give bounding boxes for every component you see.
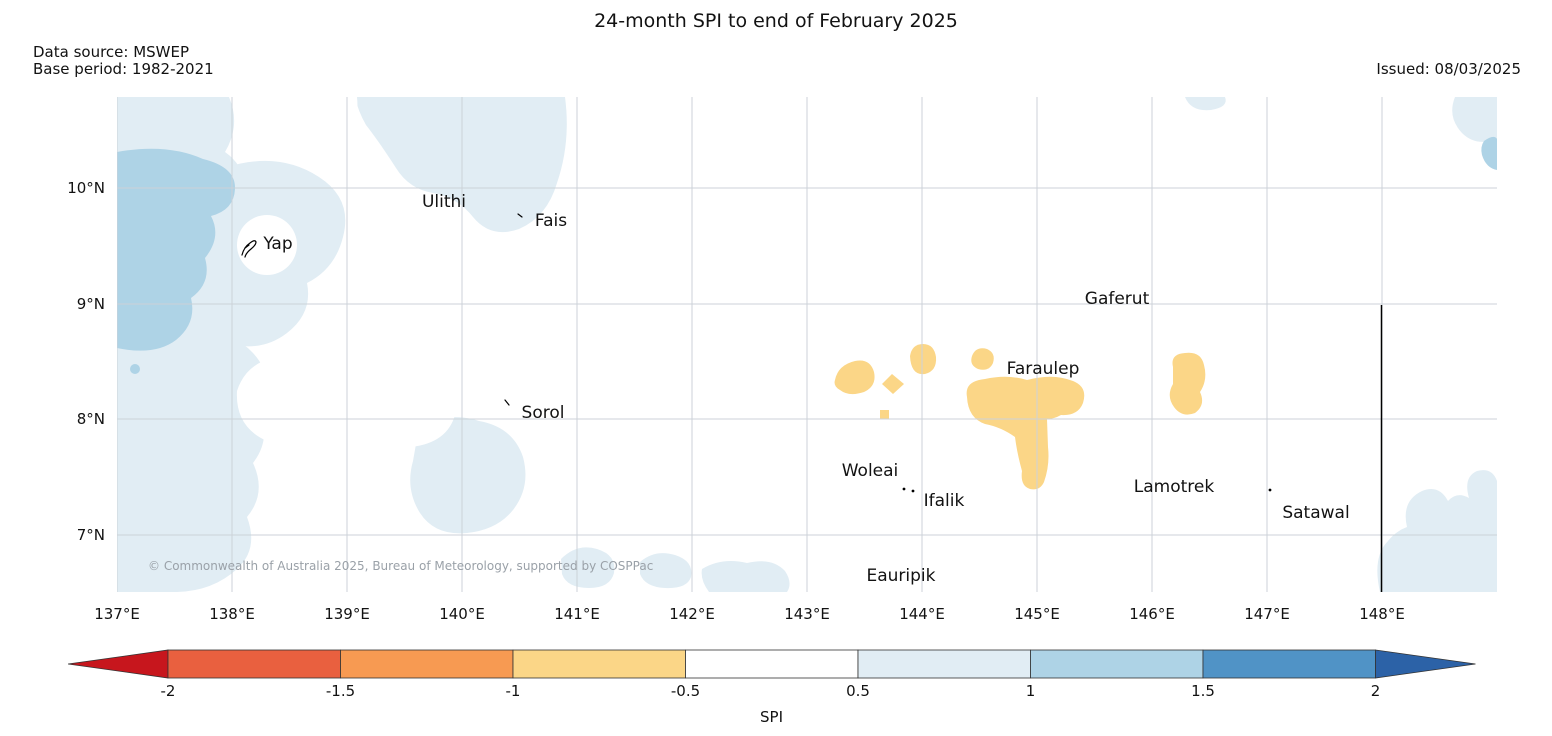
island-label-ifalik: Ifalik [923,491,965,511]
ifalik-island-mark [911,489,915,493]
spi-wet-patch [701,561,790,592]
x-axis-tick-label: 147°E [1244,605,1290,623]
island-label-sorol: Sorol [521,403,565,423]
y-axis-tick-label: 7°N [76,526,105,544]
satawal-island-mark [1268,488,1272,492]
spi-wet2-patch [1481,136,1497,170]
island-label-woleai: Woleai [841,461,899,481]
spi-wet-patch [561,547,615,588]
colorbar-tick-label: -2 [160,682,176,700]
island-label-fais: Fais [534,211,568,231]
yap-island-mark [244,244,250,249]
island-marks [241,213,523,406]
x-axis-tick-label: 145°E [1014,605,1060,623]
colorbar-segment [857,649,1031,679]
colorbar-tick-label: 1 [1025,682,1036,700]
spi-wet-patch [1185,97,1226,111]
near-normal-patch [232,97,358,152]
x-axis-tick-label: 138°E [209,605,255,623]
colorbar-arrow-high [1375,649,1476,679]
spi-wet2-patch [130,364,140,374]
spi-dry-patch [1169,352,1206,415]
island-label-faraulep: Faraulep [1006,359,1080,379]
page-title: 24-month SPI to end of February 2025 [594,10,958,32]
colorbar-tick-label: -0.5 [670,682,701,700]
spi-wet-patch [1452,97,1497,142]
colorbar-axis-label: SPI [760,708,783,726]
colorbar-tick-label: -1 [505,682,521,700]
x-axis-tick-label: 144°E [899,605,945,623]
spi-wet-patch [1377,470,1497,592]
y-axis-tick-label: 9°N [76,295,105,313]
island-dot-marks [902,487,1272,493]
sorol-island-mark [504,399,510,406]
meta-left: Data source: MSWEP Base period: 1982-202… [33,44,214,78]
spi-wet-patch [640,553,692,589]
map-canvas: Ulithi Fais Yap Gaferut Faraulep Sorol W… [117,97,1497,592]
colorbar-tick-label: 2 [1370,682,1381,700]
ifalik-island-mark [902,487,906,491]
copyright-note: © Commonwealth of Australia 2025, Bureau… [148,559,654,573]
x-axis-tick-label: 142°E [669,605,715,623]
colorbar-segment [685,649,859,679]
issued-label: Issued: 08/03/2025 [1376,60,1521,78]
island-label-lamotrek: Lamotrek [1133,477,1215,497]
colorbar-segment [512,649,686,679]
colorbar-tick-label: 1.5 [1191,682,1215,700]
colorbar-tick-label: -1.5 [325,682,356,700]
base-period-label: Base period: 1982-2021 [33,60,214,78]
spi-dry-patch [834,360,875,395]
spi-dry-patch [966,376,1085,490]
data-source-label: Data source: MSWEP [33,43,190,61]
colorbar-tick-label: 0.5 [846,682,870,700]
spi-dry-patch [971,348,994,370]
y-axis-tick-label: 10°N [67,179,105,197]
spi-dry-patches [834,344,1206,490]
yap-island-mark [241,240,257,258]
spi-colorbar [68,649,1476,679]
x-axis-tick-label: 146°E [1129,605,1175,623]
map-svg [117,97,1497,592]
near-normal-patch [277,487,379,556]
x-axis-tick-label: 137°E [94,605,140,623]
colorbar-segment [340,649,514,679]
spi-wet-patch [410,417,526,534]
colorbar-segment [1202,649,1376,679]
x-axis-tick-label: 148°E [1359,605,1405,623]
spi-dry-patch [910,344,937,375]
spi-wet-05-1-patches [117,97,1497,592]
spi-dry-patch [880,410,889,419]
spi-wet-patch [355,97,567,233]
x-axis-tick-label: 139°E [324,605,370,623]
island-label-ulithi: Ulithi [421,192,467,212]
spi-wet-1-15-patches [117,136,1497,374]
y-axis-tick-label: 8°N [76,410,105,428]
x-axis-tick-label: 140°E [439,605,485,623]
island-label-gaferut: Gaferut [1084,289,1150,309]
island-label-yap: Yap [263,234,293,254]
near-normal-patch [237,215,297,275]
colorbar-segment [167,649,341,679]
island-label-satawal: Satawal [1282,503,1350,523]
x-axis-tick-label: 141°E [554,605,600,623]
fais-island-mark [517,213,523,218]
spi-dry-patch [882,374,904,394]
spi-wet-patch [117,322,267,592]
island-label-eauripik: Eauripik [866,566,936,586]
colorbar-segment [1030,649,1204,679]
grid-lines [117,97,1497,592]
colorbar-arrow-low [68,649,169,679]
x-axis-tick-label: 143°E [784,605,830,623]
spi-wet2-patch [117,148,236,351]
